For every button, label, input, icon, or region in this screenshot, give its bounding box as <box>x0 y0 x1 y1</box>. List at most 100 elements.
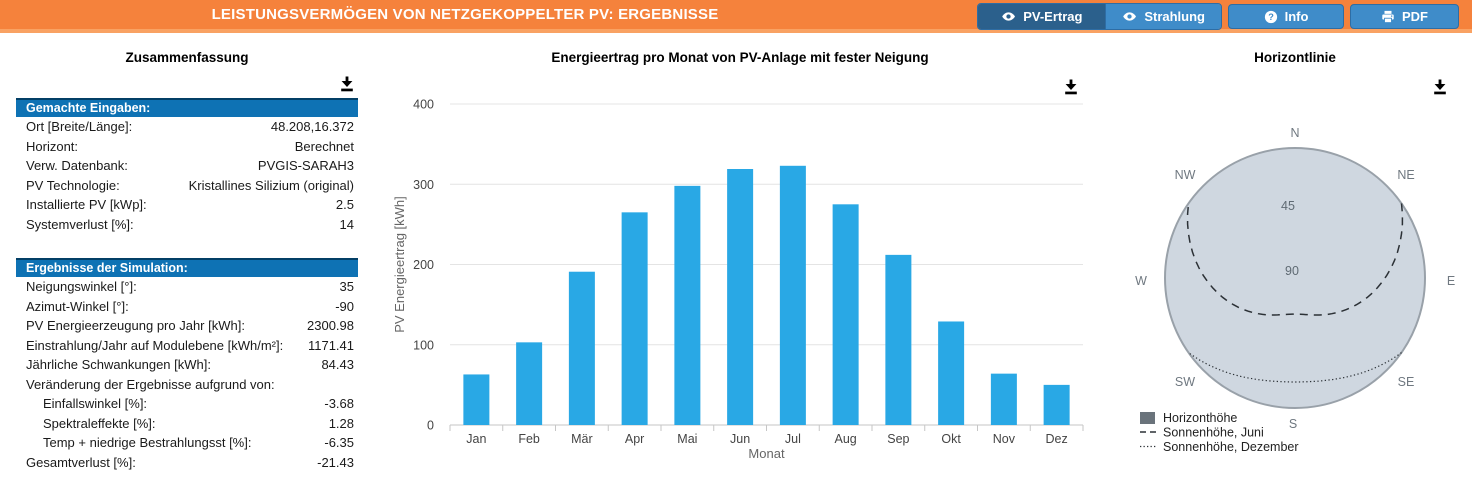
row-label: Installierte PV [kWp]: <box>26 197 147 213</box>
svg-text:?: ? <box>1268 12 1274 22</box>
x-tick-label: Okt <box>941 432 961 446</box>
bar-chart-title: Energieertrag pro Monat von PV-Anlage mi… <box>551 50 929 65</box>
summary-row: Verw. Datenbank: PVGIS-SARAH3 <box>16 156 358 176</box>
summary-row: Neigungswinkel [°]: 35 <box>16 277 358 297</box>
top-header-bar: LEISTUNGSVERMÖGEN VON NETZGEKOPPELTER PV… <box>0 0 1472 33</box>
row-label: Jährliche Schwankungen [kWh]: <box>26 357 211 373</box>
row-label: Einstrahlung/Jahr auf Modulebene [kWh/m²… <box>26 337 284 353</box>
row-value: 84.43 <box>321 357 354 373</box>
row-value: -3.68 <box>324 396 354 412</box>
row-value: -21.43 <box>317 454 354 470</box>
bar-jul <box>779 165 806 425</box>
row-value: -90 <box>335 298 354 314</box>
row-label: PV Technologie: <box>26 177 120 193</box>
bar-apr <box>621 212 648 425</box>
bar-mai <box>674 185 701 425</box>
x-tick-label: Jan <box>466 432 486 446</box>
row-value: PVGIS-SARAH3 <box>257 158 354 174</box>
compass-w: W <box>1135 274 1147 288</box>
compass-e: E <box>1447 274 1455 288</box>
summary-row: PV Energieerzeugung pro Jahr [kWh]: 2300.… <box>16 316 358 336</box>
page-title: LEISTUNGSVERMÖGEN VON NETZGEKOPPELTER PV… <box>211 6 719 23</box>
summary-row: Spektraleffekte [%]: 1.28 <box>16 414 358 434</box>
sun-path-dashed <box>1186 203 1404 316</box>
section-header: Gemachte Eingaben: <box>16 98 358 117</box>
compass-labels: N NE E SE S SW W NW <box>1135 126 1455 431</box>
info-button[interactable]: ? Info <box>1228 4 1344 29</box>
x-tick-label: Apr <box>625 432 644 446</box>
y-axis-title: PV Energieertrag [kWh] <box>392 196 407 333</box>
bar-jun <box>727 169 754 425</box>
row-value: Kristallines Silizium (original) <box>188 177 354 193</box>
compass-se: SE <box>1398 375 1415 389</box>
row-value: Berechnet <box>294 138 354 154</box>
eye-icon <box>1123 12 1137 21</box>
radial-label-90: 90 <box>1285 264 1299 278</box>
row-label: Horizont: <box>26 138 79 154</box>
summary-row: PV Technologie: Kristallines Silizium (or… <box>16 176 358 196</box>
bar-feb <box>516 342 543 425</box>
x-tick-label: Mär <box>571 432 593 446</box>
horizon-polar-chart: 45 90 N NE E SE S SW W NW Horizonthöhe S… <box>1135 126 1455 454</box>
y-tick-label: 0 <box>427 419 434 433</box>
row-value: 1.28 <box>328 415 354 431</box>
row-label: Ort [Breite/Länge]: <box>26 119 133 135</box>
x-tick-label: Mai <box>677 432 697 446</box>
y-tick-label: 300 <box>413 178 434 192</box>
compass-s: S <box>1289 417 1297 431</box>
row-label: Neigungswinkel [°]: <box>26 279 137 295</box>
monthly-energy-bar-chart: 0 100 200 300 400 Jan Feb Mär Apr Mai Jun Jul Aug Sep… <box>392 98 1084 461</box>
sky-dome-disc <box>1164 147 1426 409</box>
row-value: 14 <box>339 216 354 232</box>
compass-sw: SW <box>1175 375 1195 389</box>
summary-row: Einfallswinkel [%]: -3.68 <box>16 394 358 414</box>
question-icon: ? <box>1264 10 1277 23</box>
x-tick-label: Sep <box>887 432 909 446</box>
sun-paths <box>1186 203 1404 383</box>
summary-row: Horizont: Berechnet <box>16 137 358 157</box>
summary-title: Zusammenfassung <box>125 50 249 65</box>
pdf-button[interactable]: PDF <box>1350 4 1459 29</box>
compass-nw: NW <box>1175 168 1196 182</box>
y-tick-label: 100 <box>413 338 434 352</box>
summary-tables: Gemachte Eingaben: Ort [Breite/Länge]: 48.… <box>16 98 358 472</box>
bar-mär <box>568 271 595 425</box>
row-value: -6.35 <box>324 435 354 451</box>
summary-section: Gemachte Eingaben: Ort [Breite/Länge]: 48.… <box>16 98 358 234</box>
row-label: PV Energieerzeugung pro Jahr [kWh]: <box>26 318 245 334</box>
info-label: Info <box>1284 9 1309 24</box>
y-tick-label: 200 <box>413 258 434 272</box>
summary-row: Azimut-Winkel [°]: -90 <box>16 297 358 317</box>
pdf-label: PDF <box>1402 9 1428 24</box>
pv-ertrag-button[interactable]: PV-Ertrag <box>978 4 1106 29</box>
summary-row: Temp + niedrige Bestrahlungsst [%]: -6.35 <box>16 433 358 453</box>
row-value: 2.5 <box>335 197 354 213</box>
strahlung-button[interactable]: Strahlung <box>1105 4 1221 29</box>
row-label: Systemverlust [%]: <box>26 216 134 232</box>
pv-ertrag-label: PV-Ertrag <box>1023 9 1083 24</box>
bar-aug <box>832 204 859 425</box>
row-label: Temp + niedrige Bestrahlungsst [%]: <box>43 435 252 451</box>
bar-okt <box>938 321 965 425</box>
download-icon[interactable] <box>1062 78 1080 96</box>
x-tick-label: Aug <box>835 432 857 446</box>
row-label: Gesamtverlust [%]: <box>26 454 136 470</box>
horizon-legend: Horizonthöhe Sonnenhöhe, Juni Sonnenhöhe… <box>1140 411 1299 454</box>
download-icon[interactable] <box>1431 78 1449 96</box>
x-tick-label: Feb <box>518 432 540 446</box>
printer-icon <box>1382 10 1394 23</box>
x-tick-label: Jul <box>785 432 801 446</box>
summary-row: Einstrahlung/Jahr auf Modulebene [kWh/m²… <box>16 336 358 356</box>
summary-row: Ort [Breite/Länge]: 48.208,16.372 <box>16 117 358 137</box>
bar-jan <box>463 374 490 425</box>
x-tick-label: Dez <box>1046 432 1068 446</box>
x-tick-label: Jun <box>730 432 750 446</box>
summary-row: Systemverlust [%]: 14 <box>16 215 358 235</box>
summary-row: Gesamtverlust [%]: -21.43 <box>16 453 358 473</box>
summary-download-row <box>16 75 358 95</box>
download-icon[interactable] <box>338 75 356 93</box>
summary-row: Veränderung der Ergebnisse aufgrund von: <box>16 375 358 395</box>
summary-row: Jährliche Schwankungen [kWh]: 84.43 <box>16 355 358 375</box>
row-value: 35 <box>339 279 354 295</box>
compass-n: N <box>1290 126 1299 140</box>
